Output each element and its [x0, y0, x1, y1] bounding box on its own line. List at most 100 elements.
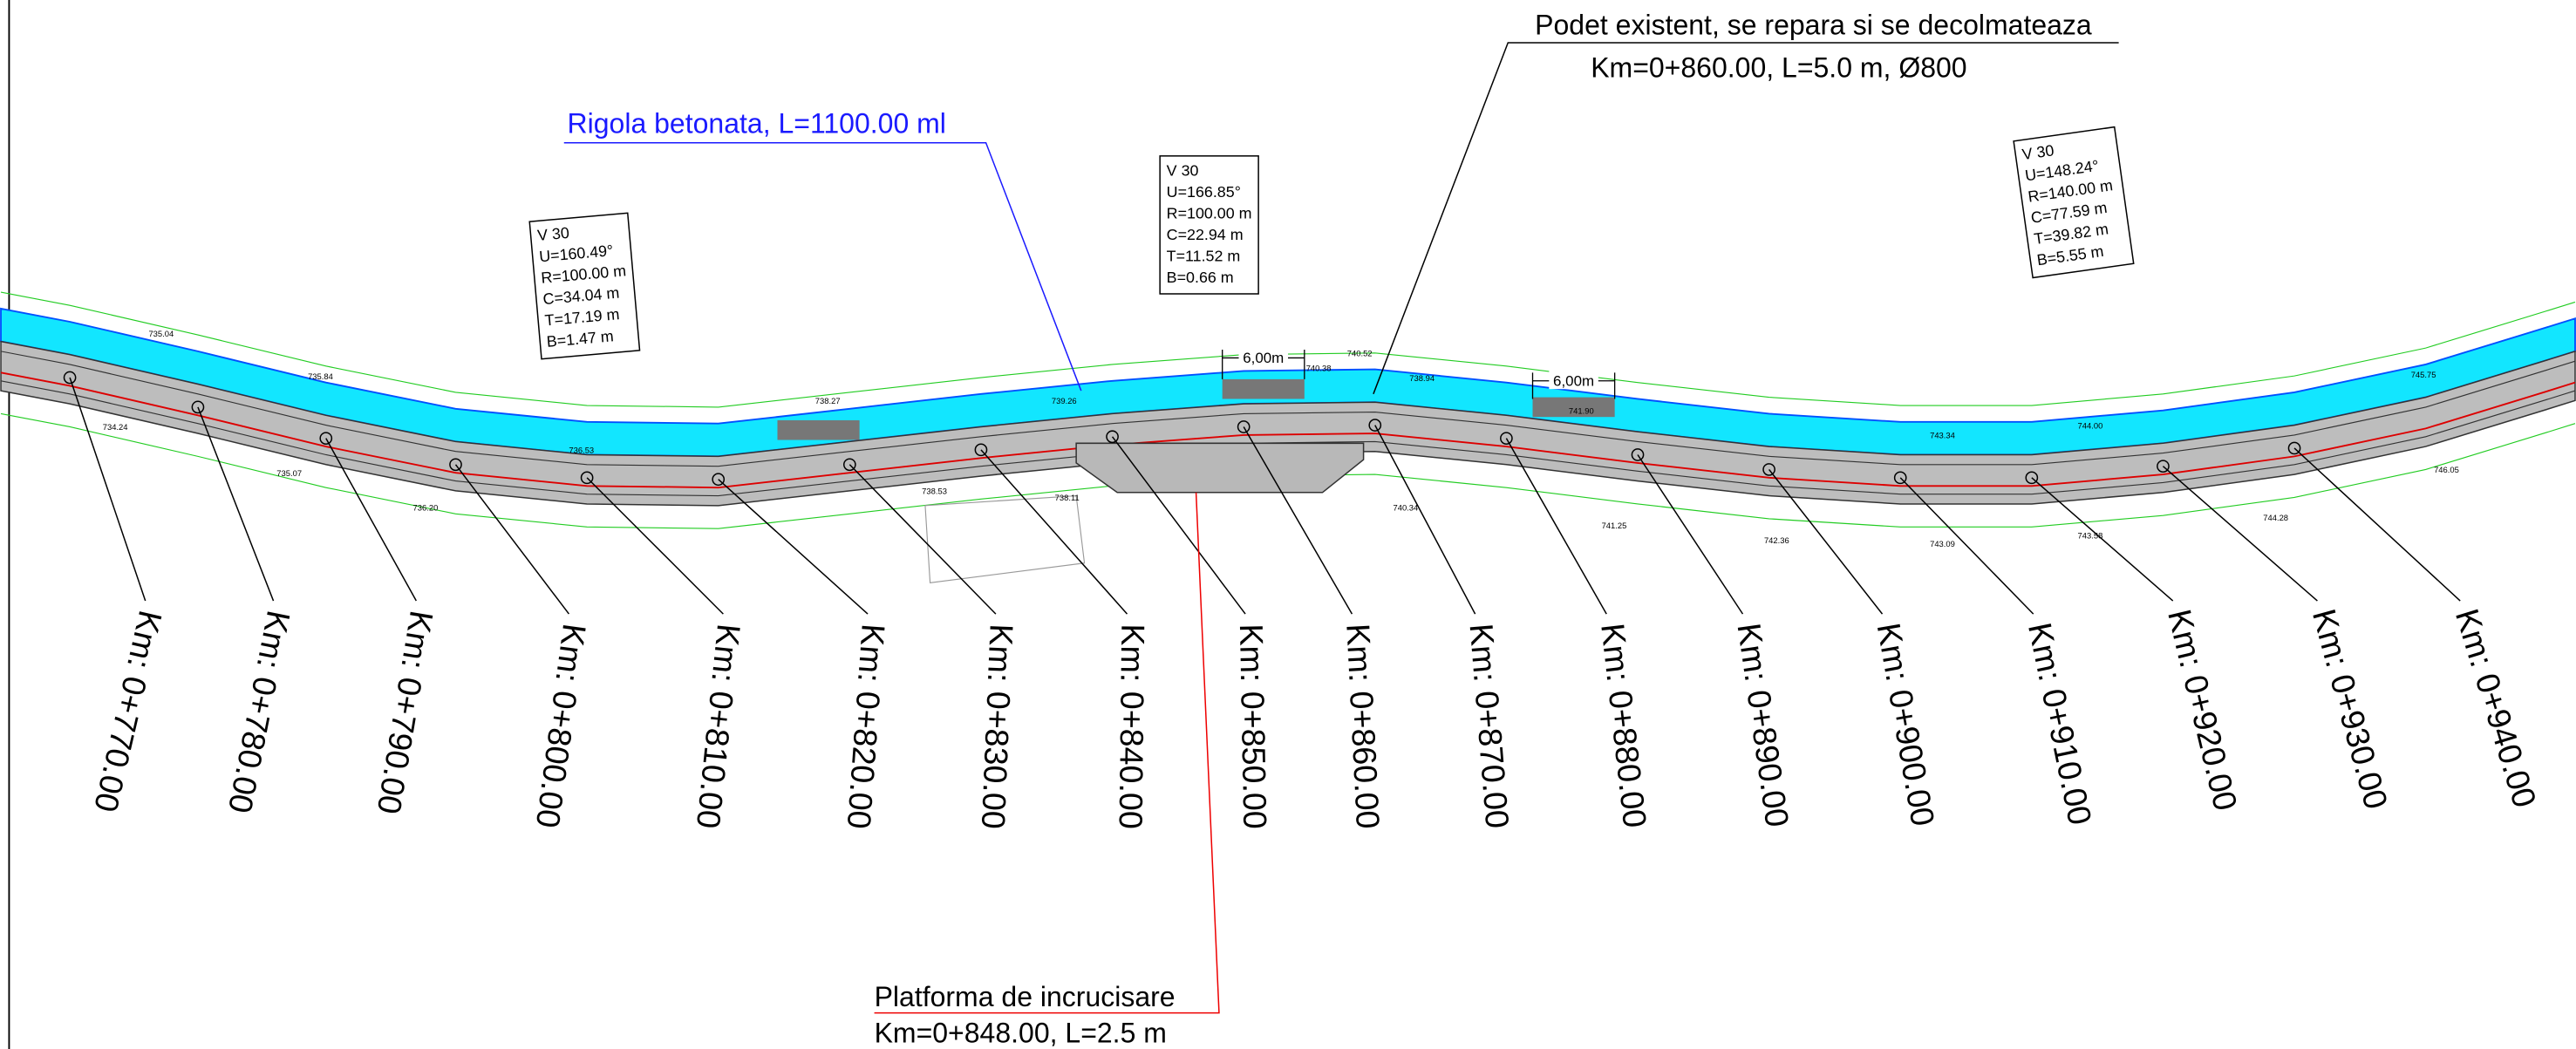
elevation: 740.34	[1393, 502, 1418, 512]
station-leader	[586, 477, 724, 615]
elevation: 743.09	[1930, 539, 1955, 548]
green-contour	[0, 291, 2576, 408]
leader-line	[563, 142, 1082, 392]
elevation: 734.24	[103, 422, 128, 432]
station-leader	[718, 479, 869, 615]
bridge-deck	[777, 419, 860, 440]
station-leader	[197, 406, 275, 602]
station-point	[63, 371, 77, 385]
callout-text: Platforma de incrucisare	[875, 981, 1176, 1012]
station-point	[1237, 420, 1251, 433]
curve-box-frame	[1159, 155, 1259, 295]
station-point	[580, 471, 594, 485]
station-leader	[1374, 425, 1476, 615]
elevation: 744.00	[2078, 420, 2103, 430]
elevation: 735.07	[276, 468, 302, 478]
station-leader	[1637, 454, 1744, 615]
width-label: 6,00m	[1243, 350, 1284, 366]
station-leader	[1111, 436, 1246, 615]
station-point	[1631, 448, 1645, 461]
curve-box-frame	[2013, 126, 2135, 279]
edge-line	[0, 351, 2576, 467]
elevation: 740.38	[1306, 363, 1332, 372]
elevation: 743.34	[1930, 431, 1955, 440]
station-leader	[1505, 438, 1607, 615]
edge-line	[0, 380, 2576, 497]
station-leader	[848, 464, 997, 615]
station-point	[449, 458, 462, 472]
station-point	[712, 473, 726, 487]
curve-box: V 30 U=166.85° R=100.00 m C=22.94 m T=11…	[1159, 155, 1259, 295]
crossing-platform	[1075, 442, 1365, 494]
elevation: 739.26	[1052, 396, 1077, 405]
elevation: 741.90	[1569, 405, 1594, 415]
station-leader	[325, 438, 417, 602]
curve-line: R=100.00 m	[1167, 204, 1252, 221]
elevations: 735.04 734.24 735.07 735.84 736.20 736.5…	[103, 329, 2459, 548]
width-dimension: 6,00m 6,00m	[1222, 346, 1616, 399]
callout-rigola: Rigola betonata, L=1100.00 ml	[563, 107, 1082, 392]
leader-line	[1373, 42, 2119, 395]
elevation: 736.20	[413, 502, 439, 512]
station-point	[2025, 471, 2039, 485]
elevation: 746.05	[2434, 465, 2459, 474]
elevation: 738.53	[922, 487, 947, 496]
callout-text: Podet existent, se repara si se decolmat…	[1535, 10, 2092, 41]
curve-line: T=11.52 m	[1167, 247, 1241, 264]
elevation: 738.27	[815, 396, 841, 405]
curve-line: V 30	[1167, 161, 1199, 179]
station-point	[1893, 471, 1907, 485]
elevation: 740.52	[1347, 349, 1373, 358]
station-point	[2157, 460, 2170, 473]
axis-line	[0, 371, 2576, 489]
label-bg	[1238, 346, 1288, 366]
curve-box-frame	[528, 212, 641, 360]
elevation: 742.36	[1764, 535, 1789, 545]
elevation: 738.94	[1409, 373, 1435, 383]
station-label: Km: 0+840.00	[1113, 623, 1152, 829]
station-leader	[454, 464, 570, 615]
station-point	[2287, 441, 2301, 455]
curve-line: C=22.94 m	[1167, 226, 1244, 243]
curve-box: V 30 U=160.49° R=100.00 m C=34.04 m T=17…	[528, 212, 641, 360]
callout-text: Km=0+848.00, L=2.5 m	[875, 1017, 1167, 1048]
station-leader	[1768, 468, 1884, 615]
station-leader	[69, 377, 147, 602]
curve-line: B=0.66 m	[1167, 269, 1234, 286]
elevation: 743.58	[2078, 531, 2103, 541]
station-point	[842, 458, 856, 472]
elevation: 736.53	[569, 446, 594, 455]
label-bg	[1549, 369, 1598, 390]
station-point	[319, 432, 333, 446]
callout-text: Km=0+860.00, L=5.0 m, Ø800	[1591, 51, 1966, 83]
width-label: 6,00m	[1553, 372, 1594, 389]
callout-text: Rigola betonata, L=1100.00 ml	[568, 107, 946, 139]
station-point	[974, 443, 988, 457]
curve-line: V 30	[536, 224, 569, 244]
elevation: 735.84	[308, 371, 333, 381]
station-point	[1368, 419, 1382, 432]
elevation: 741.25	[1602, 521, 1627, 530]
elevation: 738.11	[1055, 493, 1080, 502]
bridge-deck	[1222, 378, 1305, 399]
station-point	[1106, 430, 1119, 444]
station-leader	[1243, 426, 1353, 615]
callout-podet: Podet existent, se repara si se decolmat…	[1373, 10, 2119, 395]
station-label: Km: 0+830.00	[975, 623, 1020, 830]
curve-line: U=166.85°	[1167, 183, 1241, 201]
station-point	[1500, 432, 1513, 446]
elevation: 744.28	[2263, 513, 2288, 522]
station-point	[191, 400, 205, 414]
plot-outline	[924, 494, 1086, 583]
curve-box: V 30 U=148.24° R=140.00 m C=77.59 m T=39…	[2013, 126, 2135, 279]
callout-platforma: Platforma de incrucisare Km=0+848.00, L=…	[874, 492, 1220, 1048]
station-leader	[2293, 447, 2461, 602]
station-point	[1762, 463, 1775, 476]
elevation: 745.75	[2411, 370, 2436, 379]
station-leader	[2162, 466, 2318, 602]
leader-line	[874, 492, 1220, 1014]
bridge-deck	[1532, 397, 1615, 418]
